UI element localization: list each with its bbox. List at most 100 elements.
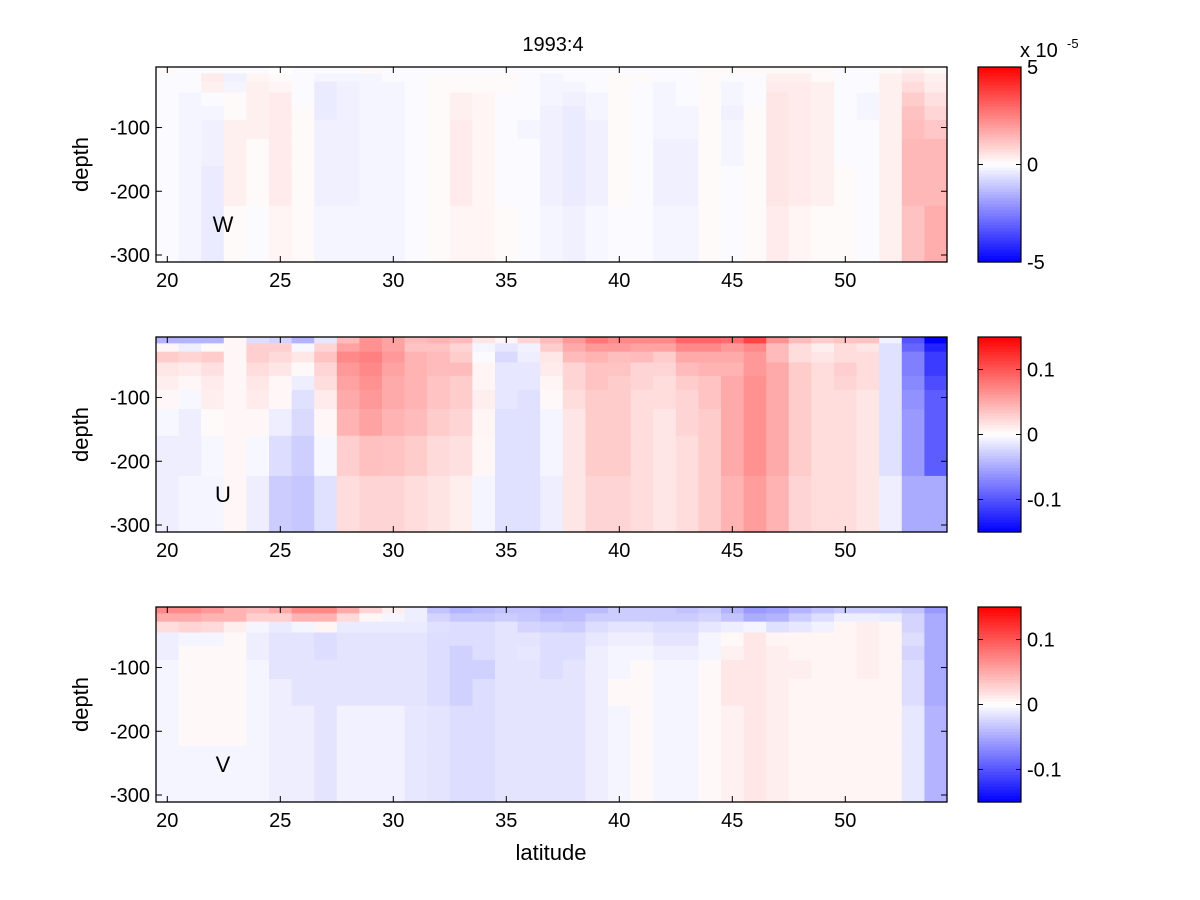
heatmap-cell	[630, 105, 654, 121]
colorbar-segment	[978, 391, 1021, 396]
colorbar-segment	[978, 513, 1021, 518]
heatmap-cell	[382, 343, 406, 353]
colorbar-segment	[978, 164, 1021, 169]
heatmap-cell	[269, 119, 293, 140]
heatmap-cell	[901, 139, 925, 167]
heatmap-cell	[449, 745, 473, 803]
heatmap-cell	[201, 745, 225, 803]
colorbar-segment	[978, 130, 1021, 135]
heatmap-cell	[879, 435, 903, 477]
heatmap-cell	[562, 67, 586, 74]
colorbar-segment	[978, 216, 1021, 220]
heatmap-cell	[879, 337, 903, 344]
colorbar-segment	[978, 404, 1021, 408]
heatmap-cell	[495, 705, 519, 747]
colorbar-segment	[978, 643, 1021, 648]
colorbar-segment	[978, 121, 1021, 126]
heatmap-cell	[472, 205, 496, 263]
heatmap-cell	[924, 119, 948, 140]
heatmap-cell	[608, 613, 632, 623]
heatmap-cell	[721, 92, 745, 107]
heatmap-cell	[291, 139, 315, 167]
heatmap-cell	[743, 67, 767, 74]
heatmap-cell	[449, 375, 473, 391]
heatmap-cell	[562, 343, 586, 353]
colorbar-segment	[978, 783, 1021, 788]
heatmap-cell	[743, 607, 767, 614]
colorbar-segment	[978, 364, 1021, 369]
colorbar-segment	[978, 486, 1021, 490]
colorbar-tick-label: 0.1	[1027, 360, 1055, 382]
heatmap-cell	[856, 607, 880, 614]
x-tick-label: 50	[834, 270, 856, 292]
heatmap-cell	[608, 389, 632, 410]
colorbar-segment	[978, 698, 1021, 703]
heatmap-cell	[269, 205, 293, 263]
heatmap-cell	[427, 343, 451, 353]
heatmap-cell	[901, 81, 925, 94]
colorbar-segment	[978, 774, 1021, 779]
heatmap-cell	[201, 435, 225, 477]
heatmap-cell	[291, 659, 315, 680]
heatmap-cell	[269, 645, 293, 661]
colorbar-segment	[978, 474, 1021, 478]
heatmap-cell	[178, 435, 202, 477]
heatmap-cell	[449, 645, 473, 661]
heatmap-cell	[856, 375, 880, 391]
heatmap-cell	[698, 165, 722, 207]
heatmap-cell	[675, 139, 699, 167]
heatmap-cell	[336, 351, 360, 364]
heatmap-cell	[201, 607, 225, 614]
heatmap-cell	[517, 119, 541, 140]
heatmap-cell	[382, 205, 406, 263]
heatmap-cell	[359, 705, 383, 747]
heatmap-cell	[608, 632, 632, 647]
heatmap-cell	[834, 119, 858, 140]
heatmap-cell	[788, 165, 812, 207]
heatmap-cell	[427, 375, 451, 391]
heatmap-cell	[608, 435, 632, 477]
heatmap-cell	[472, 343, 496, 353]
heatmap-cell	[788, 205, 812, 263]
heatmap-cell	[608, 119, 632, 140]
heatmap-cell	[766, 119, 790, 140]
heatmap-cell	[811, 119, 835, 140]
heatmap-cell	[743, 165, 767, 207]
heatmap-cell	[788, 92, 812, 107]
heatmap-cell	[834, 679, 858, 707]
heatmap-cell	[766, 475, 790, 533]
heatmap-cell	[314, 343, 338, 353]
heatmap-cell	[698, 435, 722, 477]
heatmap-cell	[449, 119, 473, 140]
heatmap-cell	[178, 105, 202, 121]
heatmap-cell	[246, 679, 270, 707]
heatmap-cell	[743, 73, 767, 83]
heatmap-cell	[834, 351, 858, 364]
heatmap-cell	[585, 607, 609, 614]
heatmap-cell	[901, 165, 925, 207]
colorbar-segment	[978, 127, 1021, 132]
heatmap-cell	[608, 351, 632, 364]
heatmap-cell	[585, 165, 609, 207]
heatmap-cell	[427, 745, 451, 803]
colorbar-segment	[978, 519, 1021, 524]
heatmap-cell	[156, 621, 180, 634]
heatmap-cell	[404, 659, 428, 680]
heatmap-cell	[856, 389, 880, 410]
heatmap-cell	[449, 92, 473, 107]
heatmap-cell	[698, 337, 722, 344]
heatmap-cell	[359, 409, 383, 437]
colorbar-segment	[978, 124, 1021, 129]
heatmap-cell	[562, 659, 586, 680]
heatmap-cell	[562, 139, 586, 167]
heatmap-cell	[246, 607, 270, 614]
heatmap-cell	[201, 92, 225, 107]
heatmap-cell	[359, 81, 383, 94]
heatmap-cell	[879, 621, 903, 634]
colorbar-segment	[978, 173, 1021, 178]
heatmap-cell	[449, 139, 473, 167]
heatmap-cell	[743, 705, 767, 747]
heatmap-cell	[856, 165, 880, 207]
heatmap-cell	[291, 67, 315, 74]
colorbar-segment	[978, 504, 1021, 509]
